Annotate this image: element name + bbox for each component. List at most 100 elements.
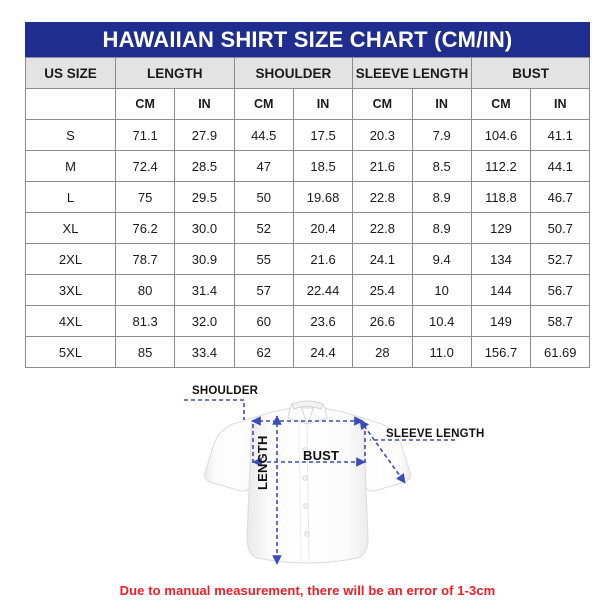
cell-shoulder-in: 24.4 [292, 336, 354, 368]
table-row: XL 76.2 30.0 52 20.4 22.8 8.9 129 50.7 [25, 212, 591, 244]
cell-sleeve-in: 10.4 [411, 305, 472, 337]
cell-bust-in: 44.1 [530, 150, 591, 182]
table-row: L 75 29.5 50 19.68 22.8 8.9 118.8 46.7 [25, 181, 591, 213]
cell-sleeve-cm: 24.1 [352, 243, 413, 275]
row-size-label: 4XL [25, 305, 116, 337]
cell-length-in: 33.4 [174, 336, 235, 368]
cell-sleeve-in: 7.9 [411, 119, 472, 151]
cell-bust-cm: 149 [470, 305, 532, 337]
cell-sleeve-in: 11.0 [411, 336, 472, 368]
table-row: 4XL 81.3 32.0 60 23.6 26.6 10.4 149 58.7 [25, 305, 591, 337]
cell-sleeve-cm: 26.6 [352, 305, 413, 337]
cell-bust-in: 41.1 [530, 119, 591, 151]
size-table-container: US SIZE LENGTH SHOULDER SLEEVE LENGTH BU… [25, 57, 591, 368]
table-row: 5XL 85 33.4 62 24.4 28 11.0 156.7 61.69 [25, 336, 591, 368]
unit-bust-cm: CM [470, 88, 532, 120]
cell-sleeve-cm: 21.6 [352, 150, 413, 182]
group-header-row: US SIZE LENGTH SHOULDER SLEEVE LENGTH BU… [25, 57, 591, 89]
row-size-label: 2XL [25, 243, 116, 275]
cell-bust-in: 50.7 [530, 212, 591, 244]
row-size-label: 5XL [25, 336, 116, 368]
cell-shoulder-in: 21.6 [292, 243, 354, 275]
cell-length-cm: 78.7 [114, 243, 176, 275]
cell-shoulder-cm: 44.5 [233, 119, 294, 151]
cell-length-cm: 85 [114, 336, 176, 368]
cell-sleeve-in: 8.9 [411, 212, 472, 244]
cell-sleeve-cm: 25.4 [352, 274, 413, 306]
unit-length-cm: CM [114, 88, 176, 120]
header-us-size: US SIZE [25, 57, 116, 89]
cell-shoulder-cm: 47 [233, 150, 294, 182]
cell-length-in: 30.9 [174, 243, 235, 275]
cell-length-cm: 71.1 [114, 119, 176, 151]
unit-sleeve-cm: CM [352, 88, 413, 120]
cell-shoulder-cm: 62 [233, 336, 294, 368]
cell-sleeve-in: 8.5 [411, 150, 472, 182]
cell-sleeve-in: 10 [411, 274, 472, 306]
cell-sleeve-cm: 20.3 [352, 119, 413, 151]
cell-length-in: 27.9 [174, 119, 235, 151]
header-shoulder: SHOULDER [233, 57, 354, 89]
unit-length-in: IN [174, 88, 235, 120]
header-length: LENGTH [115, 57, 235, 89]
shirt-illustration [204, 400, 411, 564]
cell-bust-in: 58.7 [530, 305, 591, 337]
cell-sleeve-cm: 22.8 [352, 181, 413, 213]
table-row: M 72.4 28.5 47 18.5 21.6 8.5 112.2 44.1 [25, 150, 591, 182]
row-size-label: 3XL [25, 274, 116, 306]
table-row: S 71.1 27.9 44.5 17.5 20.3 7.9 104.6 41.… [25, 119, 591, 151]
table-row: 2XL 78.7 30.9 55 21.6 24.1 9.4 134 52.7 [25, 243, 591, 275]
cell-shoulder-in: 22.44 [292, 274, 354, 306]
cell-shoulder-in: 19.68 [292, 181, 354, 213]
cell-sleeve-in: 9.4 [411, 243, 472, 275]
measurement-diagram: SHOULDER SLEEVE LENGTH BUST LENGTH [0, 378, 615, 578]
shirt-diagram-svg [184, 399, 455, 565]
row-size-label: M [25, 150, 116, 182]
diagram-label-shoulder: SHOULDER [192, 385, 259, 397]
table-row: 3XL 80 31.4 57 22.44 25.4 10 144 56.7 [25, 274, 591, 306]
unit-shoulder-in: IN [292, 88, 354, 120]
table-body: S 71.1 27.9 44.5 17.5 20.3 7.9 104.6 41.… [25, 119, 591, 368]
cell-bust-cm: 144 [470, 274, 532, 306]
measurement-guides [184, 399, 455, 565]
cell-sleeve-in: 8.9 [411, 181, 472, 213]
cell-length-in: 28.5 [174, 150, 235, 182]
header-sleeve-length: SLEEVE LENGTH [352, 57, 472, 89]
cell-shoulder-cm: 60 [233, 305, 294, 337]
cell-bust-in: 56.7 [530, 274, 591, 306]
cell-length-cm: 76.2 [114, 212, 176, 244]
chart-title-bar: HAWAIIAN SHIRT SIZE CHART (CM/IN) [25, 22, 590, 57]
unit-header-row: CM IN CM IN CM IN CM IN [25, 88, 591, 120]
cell-shoulder-cm: 55 [233, 243, 294, 275]
row-size-label: L [25, 181, 116, 213]
cell-length-in: 30.0 [174, 212, 235, 244]
cell-shoulder-cm: 52 [233, 212, 294, 244]
unit-blank [25, 88, 116, 120]
cell-length-in: 32.0 [174, 305, 235, 337]
row-size-label: XL [25, 212, 116, 244]
cell-length-cm: 80 [114, 274, 176, 306]
cell-bust-cm: 134 [470, 243, 532, 275]
cell-sleeve-cm: 22.8 [352, 212, 413, 244]
cell-length-cm: 75 [114, 181, 176, 213]
page-title: HAWAIIAN SHIRT SIZE CHART (CM/IN) [102, 26, 513, 52]
cell-bust-cm: 104.6 [470, 119, 532, 151]
unit-bust-in: IN [530, 88, 591, 120]
cell-shoulder-cm: 57 [233, 274, 294, 306]
shoulder-leader-line [184, 399, 245, 420]
sleeve-measure-arrow [359, 419, 406, 484]
unit-shoulder-cm: CM [233, 88, 294, 120]
unit-sleeve-in: IN [411, 88, 472, 120]
cell-shoulder-in: 20.4 [292, 212, 354, 244]
measurement-disclaimer: Due to manual measurement, there will be… [119, 583, 496, 598]
cell-length-in: 31.4 [174, 274, 235, 306]
cell-shoulder-in: 18.5 [292, 150, 354, 182]
row-size-label: S [25, 119, 116, 151]
diagram-label-sleeve-length: SLEEVE LENGTH [386, 428, 485, 440]
cell-length-cm: 81.3 [114, 305, 176, 337]
header-bust: BUST [470, 57, 591, 89]
cell-bust-in: 61.69 [530, 336, 591, 368]
cell-shoulder-in: 23.6 [292, 305, 354, 337]
cell-bust-in: 46.7 [530, 181, 591, 213]
